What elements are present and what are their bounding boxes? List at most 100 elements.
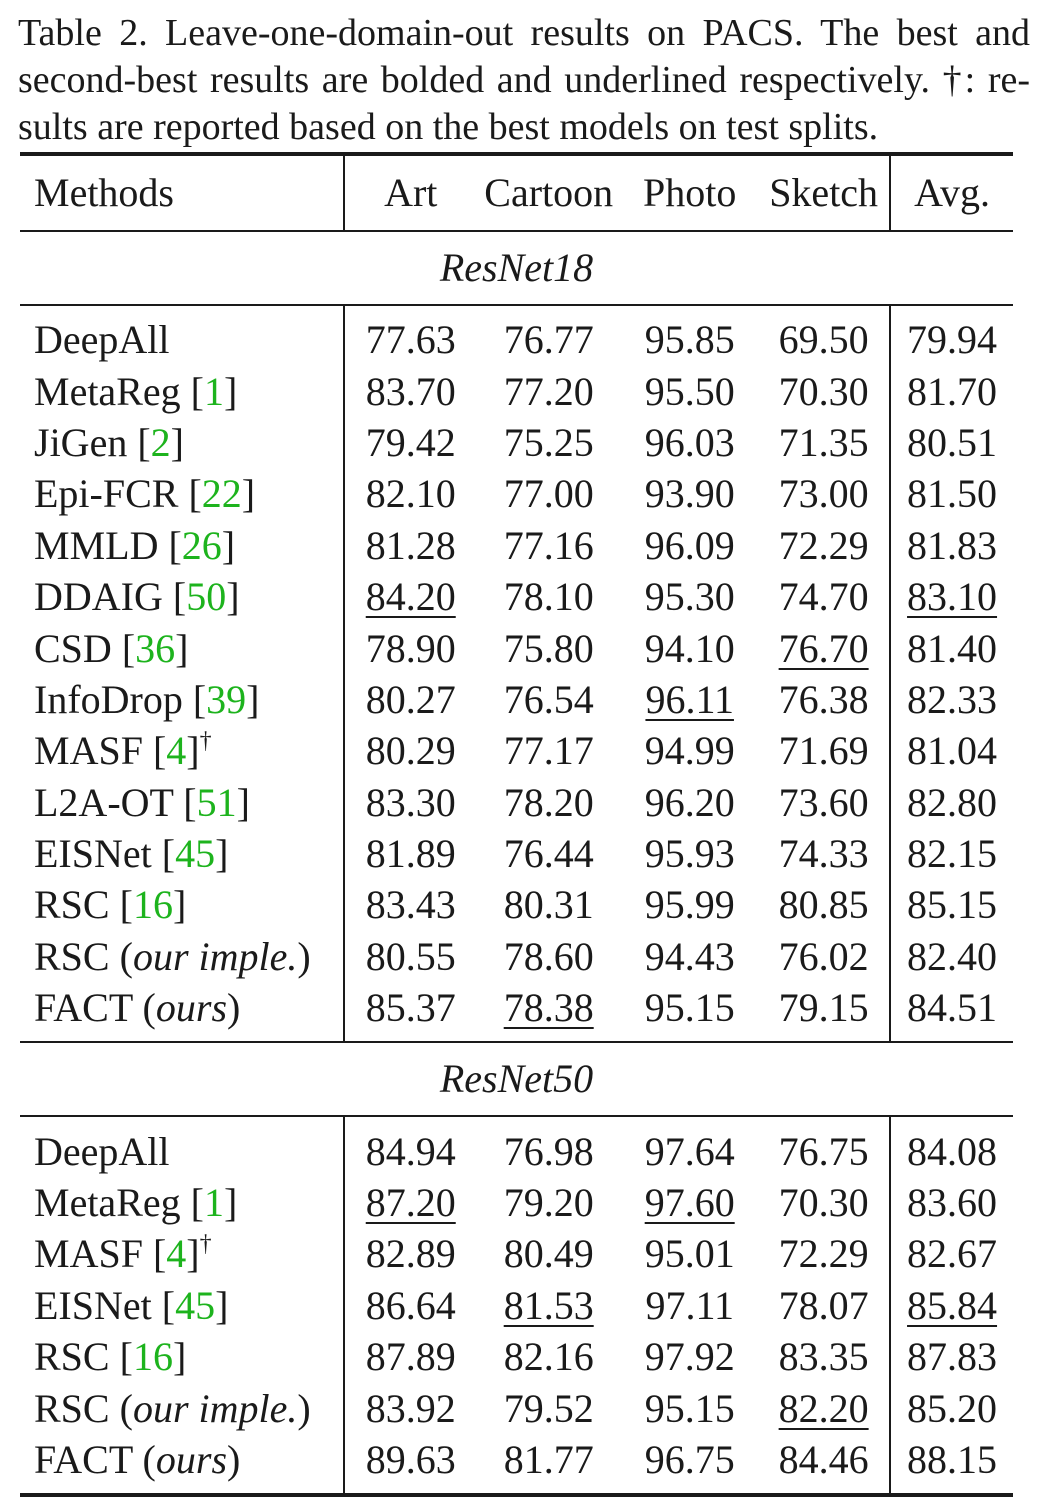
citation-link[interactable]: 45 (175, 831, 216, 877)
cell-art: 85.37 (343, 982, 477, 1043)
cell-art: 89.63 (343, 1433, 477, 1498)
method-name: FACT (ours) (20, 1433, 345, 1498)
citation-link[interactable]: 36 (135, 625, 176, 671)
cell-photo: 97.60 (644, 1180, 735, 1226)
table-row: MetaReg [1] 87.20 79.20 97.60 70.30 83.6… (20, 1176, 1013, 1229)
cell-sketch: 78.07 (778, 1282, 869, 1328)
citation-link[interactable]: 16 (132, 1334, 173, 1380)
table-row: RSC [16] 83.43 80.31 95.99 80.85 85.15 (20, 879, 1013, 931)
caption-line: sults are reported based on the best mod… (18, 106, 879, 148)
cell-avg: 81.83 (889, 519, 1013, 571)
cell-photo: 96.11 (645, 676, 734, 722)
cell-cartoon: 75.80 (503, 625, 594, 671)
citation-link[interactable]: 4 (166, 728, 187, 774)
citation-link[interactable]: 1 (203, 368, 224, 414)
citation-link[interactable]: 22 (201, 471, 242, 517)
cell-cartoon: 79.52 (503, 1385, 594, 1431)
cell-photo: 97.92 (644, 1334, 735, 1380)
table-row: MASF [4]† 80.29 77.17 94.99 71.69 81.04 (20, 725, 1013, 777)
dagger-mark: † (199, 1231, 212, 1258)
table-row: DDAIG [50] 84.20 78.10 95.30 74.70 83.10 (20, 570, 1013, 623)
method-name: RSC [16] (34, 882, 187, 928)
cell-sketch: 72.29 (778, 522, 869, 568)
cell-cartoon: 78.38 (503, 985, 594, 1031)
cell-art: 83.70 (343, 365, 477, 417)
cell-sketch: 76.38 (778, 676, 869, 722)
cell-sketch: 84.46 (758, 1433, 891, 1498)
cell-art: 87.89 (343, 1331, 477, 1383)
method-name: RSC [16] (34, 1334, 187, 1380)
table-row: EISNet [45] 81.89 76.44 95.93 74.33 82.1… (20, 827, 1013, 880)
header-sketch: Sketch (758, 152, 891, 231)
table-row: RSC [16] 87.89 82.16 97.92 83.35 87.83 (20, 1331, 1013, 1383)
citation-link[interactable]: 4 (166, 1231, 187, 1277)
cell-avg: 81.40 (889, 622, 1013, 674)
citation-link[interactable]: 2 (150, 419, 171, 465)
cell-photo: 93.90 (644, 471, 735, 517)
citation-link[interactable]: 51 (196, 779, 237, 825)
header-cartoon: Cartoon (476, 152, 622, 231)
method-name: DeepAll (34, 317, 170, 363)
method-name: DDAIG [50] (34, 574, 240, 620)
cell-photo: 95.85 (644, 317, 735, 363)
cell-art: 84.20 (343, 570, 477, 623)
caption-line: Table 2. Leave-one-domain-out results on… (18, 12, 1030, 54)
cell-cartoon: 82.16 (503, 1334, 594, 1380)
cell-sketch: 76.02 (778, 933, 869, 979)
cell-art: 79.42 (343, 416, 477, 469)
table-row: CSD [36] 78.90 75.80 94.10 76.70 81.40 (20, 622, 1013, 674)
table-row: EISNet [45] 86.64 81.53 97.11 78.07 85.8… (20, 1279, 1013, 1332)
cell-cartoon: 81.77 (476, 1433, 622, 1498)
table-row: MMLD [26] 81.28 77.16 96.09 72.29 81.83 (20, 519, 1013, 571)
method-name: InfoDrop [39] (34, 676, 260, 722)
cell-photo: 95.30 (644, 574, 735, 620)
cell-cartoon: 80.49 (503, 1231, 594, 1277)
cell-sketch: 76.70 (778, 625, 869, 671)
cell-sketch: 83.35 (778, 1334, 869, 1380)
cell-sketch: 73.00 (778, 471, 869, 517)
cell-cartoon: 78.60 (503, 933, 594, 979)
cell-art: 82.89 (343, 1228, 477, 1280)
cell-photo: 95.15 (644, 985, 735, 1031)
table-row: DeepAll 84.94 76.98 97.64 76.75 84.08 (20, 1116, 1013, 1177)
cell-avg: 85.20 (889, 1382, 1013, 1434)
cell-sketch: 71.35 (778, 419, 869, 465)
cell-art: 81.89 (343, 827, 477, 880)
cell-art: 87.20 (343, 1176, 477, 1229)
citation-link[interactable]: 45 (175, 1282, 216, 1328)
cell-art: 82.10 (343, 468, 477, 520)
citation-link[interactable]: 26 (181, 522, 222, 568)
cell-avg: 82.33 (889, 673, 1013, 726)
cell-avg: 88.15 (889, 1433, 1013, 1498)
cell-art: 84.94 (343, 1116, 477, 1177)
method-name: MetaReg [1] (34, 1180, 238, 1226)
cell-art: 77.63 (343, 305, 477, 366)
cell-photo: 96.03 (644, 419, 735, 465)
cell-photo: 95.01 (644, 1231, 735, 1277)
method-name: EISNet [45] (34, 1282, 229, 1328)
header-photo: Photo (621, 152, 759, 231)
method-name: JiGen [2] (34, 419, 184, 465)
cell-art: 80.55 (343, 930, 477, 983)
cell-cartoon: 78.20 (503, 779, 594, 825)
citation-link[interactable]: 39 (206, 676, 247, 722)
cell-sketch: 72.29 (778, 1231, 869, 1277)
cell-photo: 95.15 (644, 1385, 735, 1431)
method-name: RSC (our imple.) (34, 1385, 311, 1431)
cell-sketch: 76.75 (778, 1128, 869, 1174)
method-name: FACT (ours) (34, 985, 241, 1031)
cell-avg: 84.51 (889, 982, 1013, 1043)
citation-link[interactable]: 50 (186, 574, 227, 620)
method-name: EISNet [45] (34, 831, 229, 877)
citation-link[interactable]: 1 (203, 1180, 224, 1226)
table-row: InfoDrop [39] 80.27 76.54 96.11 76.38 82… (20, 673, 1013, 726)
citation-link[interactable]: 16 (132, 882, 173, 928)
method-name: MetaReg [1] (34, 368, 238, 414)
cell-sketch: 80.85 (778, 882, 869, 928)
cell-art: 80.27 (343, 673, 477, 726)
cell-avg: 83.60 (889, 1176, 1013, 1229)
cell-photo: 96.09 (644, 522, 735, 568)
section-header-resnet50: ResNet50 (20, 1041, 1013, 1118)
table-row: FACT (ours) 85.37 78.38 95.15 79.15 84.5… (20, 982, 1013, 1043)
cell-photo: 97.11 (645, 1282, 734, 1328)
